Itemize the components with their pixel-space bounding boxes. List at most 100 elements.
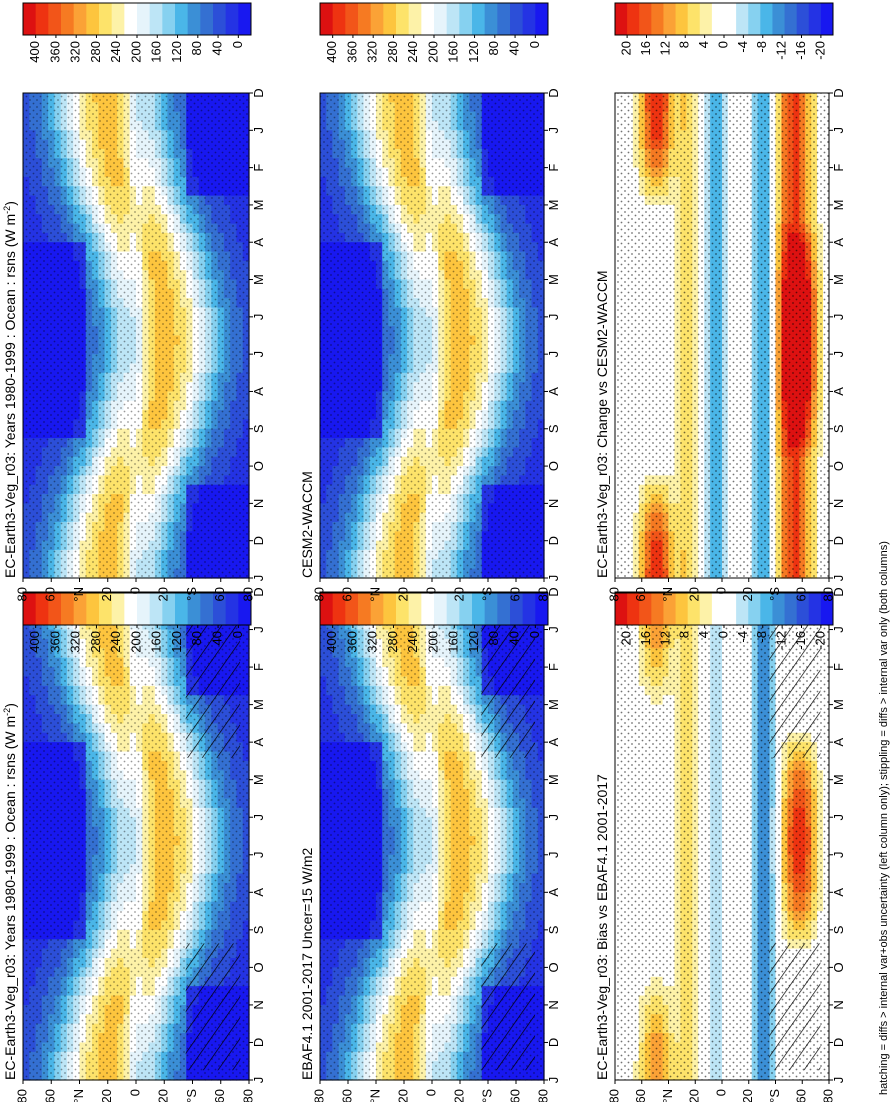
colorbar-swatch — [226, 3, 239, 35]
colorbar-label: -16 — [793, 631, 808, 650]
lat-label: 80 — [240, 1089, 255, 1102]
month-label: D — [251, 88, 266, 97]
lat-label: °N — [660, 587, 675, 602]
colorbar-swatch — [821, 3, 834, 35]
colorbar-label: 120 — [466, 631, 481, 653]
month-label: J — [831, 314, 846, 321]
colorbar-label: 360 — [47, 41, 62, 63]
colorbar-swatch — [74, 3, 87, 35]
month-label: J — [251, 575, 266, 582]
colorbar-swatch — [434, 593, 447, 625]
hatching-left-mid — [481, 943, 535, 1070]
month-label: D — [831, 536, 846, 545]
month-label: J — [831, 1077, 846, 1084]
month-label: J — [251, 314, 266, 321]
lat-label: 20 — [687, 587, 702, 601]
colorbar-swatch — [472, 3, 485, 35]
colorbar-swatch — [112, 3, 125, 35]
colorbar-label: 120 — [466, 41, 481, 63]
month-label: N — [251, 499, 266, 508]
lat-label: 20 — [395, 587, 410, 601]
month-label: M — [546, 774, 561, 785]
lat-label: 80 — [820, 1089, 835, 1102]
colorbar-label: 200 — [425, 41, 440, 63]
colorbar-label: -20 — [812, 631, 827, 650]
colorbar-swatch — [651, 3, 664, 35]
colorbar-label: 400 — [27, 41, 42, 63]
colorbar-swatch — [162, 3, 175, 35]
colorbar-swatch — [188, 3, 201, 35]
colorbar-label: 120 — [169, 631, 184, 653]
month-label: A — [546, 238, 561, 247]
colorbar-swatch — [485, 3, 498, 35]
colorbar-swatch — [238, 3, 251, 35]
colorbar-label: 80 — [486, 41, 501, 55]
month-label: A — [546, 737, 561, 746]
month-label: O — [831, 962, 846, 972]
month-label: F — [546, 164, 561, 172]
colorbar-swatch — [523, 3, 536, 35]
colorbar-swatch — [333, 3, 346, 35]
lat-label: °S — [184, 1089, 199, 1102]
month-label: A — [831, 387, 846, 396]
month-label: M — [831, 200, 846, 211]
month-label: M — [831, 774, 846, 785]
colorbar-label: 80 — [189, 631, 204, 645]
month-label: J — [546, 314, 561, 321]
month-label: J — [831, 814, 846, 821]
lat-label: 60 — [633, 1089, 648, 1102]
colorbar-swatch — [36, 3, 49, 35]
colorbar-swatch — [48, 3, 61, 35]
month-label: F — [546, 663, 561, 671]
month-label: J — [546, 575, 561, 582]
lat-label: 20 — [687, 1089, 702, 1102]
month-label: J — [831, 626, 846, 633]
month-label: A — [251, 888, 266, 897]
lat-label: 60 — [339, 1089, 354, 1102]
month-label: M — [251, 200, 266, 211]
month-label: J — [546, 1077, 561, 1084]
colorbar-swatch — [137, 3, 150, 35]
lat-label: °S — [767, 587, 782, 601]
panel-title-right-top: EC-Earth3-Veg_r03: Years 1980-1999 : Oce… — [2, 201, 18, 578]
colorbar-swatch — [712, 593, 725, 625]
month-label: N — [546, 1000, 561, 1009]
colorbar-label: 320 — [365, 631, 380, 653]
lat-label: 60 — [43, 1089, 58, 1102]
colorbar-swatch — [447, 3, 460, 35]
stippling-right-mid — [320, 93, 544, 578]
panel-title-left-bot: EC-Earth3-Veg_r03: Bias vs EBAF4.1 2001-… — [594, 774, 610, 1080]
colorbar-label: 0 — [527, 41, 542, 48]
month-label: N — [251, 1000, 266, 1009]
colorbar-swatch — [23, 3, 36, 35]
lat-label: °S — [479, 587, 494, 601]
lat-label: 80 — [606, 1089, 621, 1102]
colorbar-swatch — [150, 3, 163, 35]
lat-label: 20 — [156, 1089, 171, 1102]
colorbar-label: 280 — [385, 41, 400, 63]
colorbar-label: -4 — [735, 631, 750, 643]
month-label: J — [546, 127, 561, 134]
colorbar-swatch — [175, 3, 188, 35]
lat-label: 60 — [794, 1089, 809, 1102]
colorbar-label: 280 — [88, 41, 103, 63]
colorbar-label: 40 — [507, 41, 522, 55]
month-label: J — [831, 351, 846, 358]
lat-label: 0 — [423, 587, 438, 594]
lat-label: °N — [367, 1089, 382, 1102]
colorbar-label: 80 — [486, 631, 501, 645]
month-label: J — [546, 814, 561, 821]
lat-label: 60 — [507, 1089, 522, 1102]
month-label: A — [546, 387, 561, 396]
colorbar-label: 240 — [405, 41, 420, 63]
colorbar-swatch — [86, 593, 99, 625]
lat-label: 80 — [311, 1089, 326, 1102]
colorbar-label: 40 — [507, 631, 522, 645]
colorbar-label: 240 — [405, 631, 420, 653]
colorbar-label: 80 — [189, 41, 204, 55]
